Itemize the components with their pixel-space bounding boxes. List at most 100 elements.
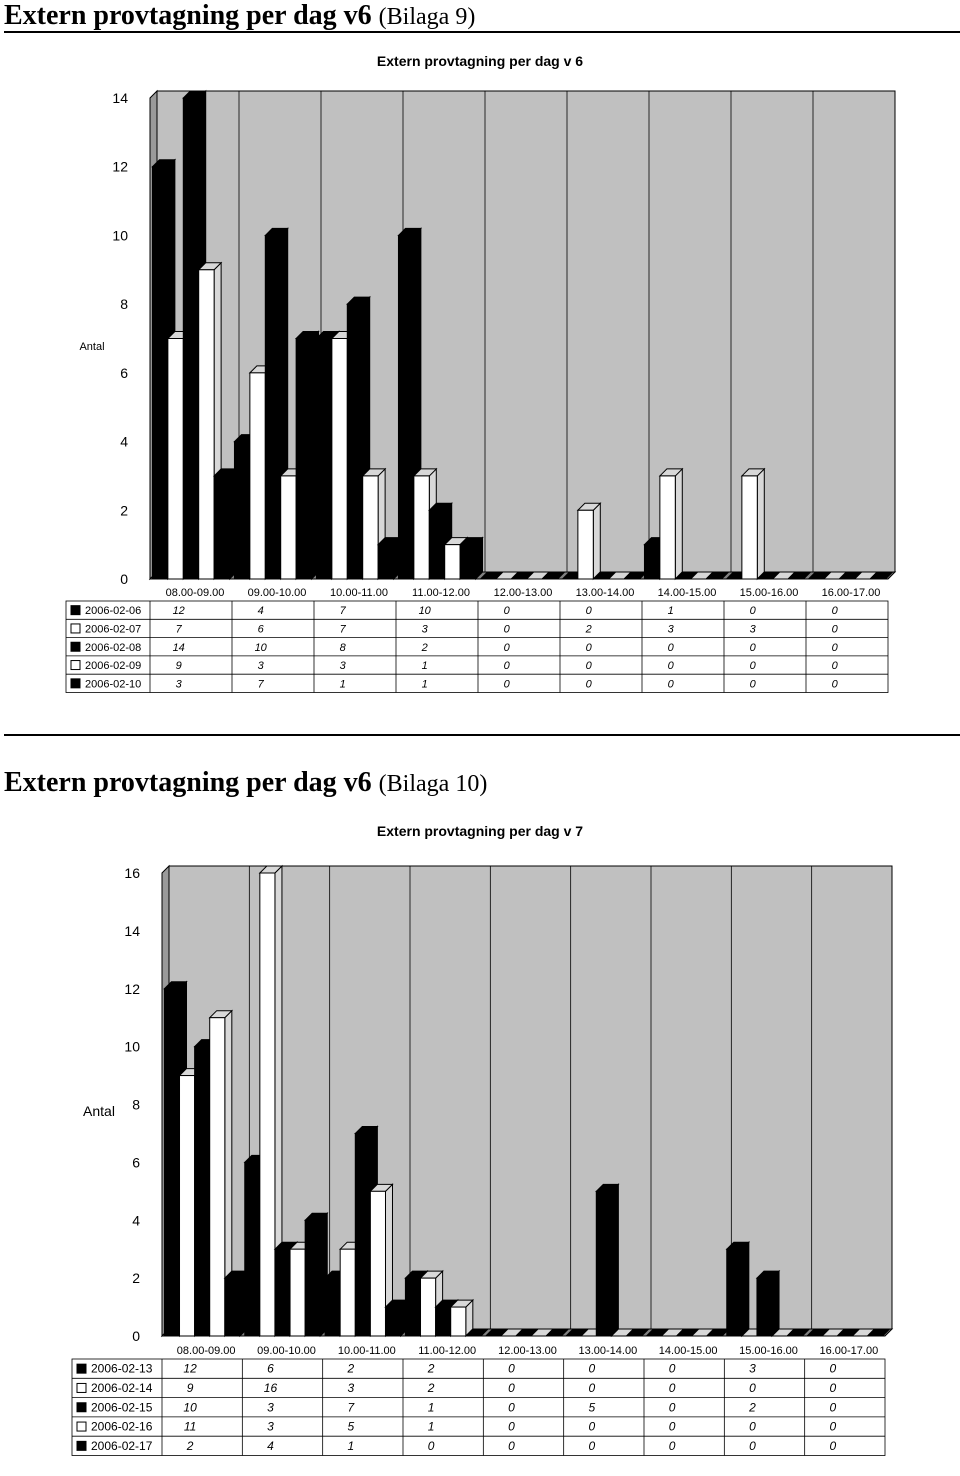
data-label: 1 (422, 660, 428, 672)
bar-2006-02-10-08-00-09-00 (212, 467, 238, 581)
bar-2006-02-07-13-00-14-00 (576, 502, 602, 581)
data-label: 2 (748, 1400, 756, 1414)
data-label: 1 (422, 678, 428, 690)
x-tick-label: 08.00-09.00 (177, 1345, 236, 1357)
y-tick-label: 16 (124, 865, 140, 881)
data-label: 0 (588, 1439, 595, 1453)
data-label: 0 (504, 678, 511, 690)
data-label: 10 (183, 1400, 197, 1414)
y-tick-label: 2 (132, 1270, 140, 1286)
data-label: 1 (347, 1439, 354, 1453)
bar-front (659, 475, 676, 580)
data-label: 0 (829, 1439, 836, 1453)
data-label: 3 (347, 1381, 354, 1395)
bar-2006-02-17-09-00-10-00 (303, 1212, 329, 1338)
chart-title: Extern provtagning per dag v 7 (377, 823, 583, 839)
data-label: 0 (750, 660, 757, 672)
bar-2006-02-17-14-00-15-00 (705, 1328, 731, 1337)
x-tick-label: 12.00-13.00 (498, 1345, 557, 1357)
bar-front (339, 1248, 356, 1337)
bar-top (866, 1328, 891, 1337)
data-label: 3 (340, 660, 347, 672)
bar-front (741, 475, 758, 580)
bar-front (259, 872, 276, 1337)
bar-top (464, 1328, 490, 1337)
bar-2006-02-10-09-00-10-00 (294, 330, 320, 581)
bar-front (213, 475, 231, 580)
y-tick-label: 0 (120, 571, 128, 587)
x-tick-label: 14.00-15.00 (658, 587, 717, 599)
data-label: 0 (669, 1362, 676, 1376)
data-label: 2 (427, 1362, 435, 1376)
data-label: 1 (340, 678, 346, 690)
y-tick-label: 2 (120, 502, 128, 518)
data-label: 0 (832, 660, 839, 672)
bar-front (413, 475, 430, 580)
bar-front (459, 544, 477, 580)
table-row-2006-02-09: 2006-02-09 9 3 3 1 0 0 0 0 0 (70, 660, 839, 672)
data-label: 0 (588, 1420, 595, 1434)
data-label: 0 (749, 1439, 756, 1453)
heading-rule (4, 31, 960, 33)
data-label: 3 (750, 623, 757, 635)
bar-front (331, 338, 348, 580)
bar-front (643, 544, 661, 580)
data-label: 0 (832, 623, 839, 635)
data-label: 0 (504, 660, 511, 672)
data-label: 7 (340, 623, 347, 635)
bar-2006-02-17-13-00-14-00 (625, 1328, 650, 1337)
data-label: 0 (508, 1381, 515, 1395)
legend-swatch (76, 1402, 87, 1413)
data-label: 0 (829, 1400, 836, 1414)
y-tick-label: 14 (124, 923, 140, 939)
data-label: 3 (258, 660, 265, 672)
data-label: 3 (749, 1362, 756, 1376)
bar-2006-02-07-14-00-15-00 (658, 467, 684, 581)
data-label: 0 (829, 1381, 836, 1395)
x-tick-label: 10.00-11.00 (338, 1345, 396, 1357)
legend-swatch (70, 605, 81, 616)
bar-front (167, 338, 184, 580)
x-tick-label: 10.00-11.00 (330, 587, 388, 599)
bar-front (224, 1277, 241, 1337)
x-tick-label: 16.00-17.00 (822, 587, 881, 599)
bar-2006-02-17-10-00-11-00 (384, 1298, 409, 1338)
x-tick-label: 11.00-12.00 (412, 587, 470, 599)
table-row-2006-02-06: 2006-02-06 12 4 7 10 0 0 1 0 0 (70, 605, 839, 617)
bar-front (274, 1248, 291, 1337)
data-label: 3 (267, 1400, 274, 1414)
x-tick-label: 12.00-13.00 (494, 587, 553, 599)
data-label: 7 (347, 1400, 355, 1414)
bar-2006-02-14-09-00-10-00 (258, 864, 284, 1338)
data-label: 0 (508, 1400, 515, 1414)
bar-front (384, 1306, 402, 1337)
data-label: 0 (669, 1439, 676, 1453)
data-label: 5 (588, 1400, 595, 1414)
bar-side (771, 1269, 780, 1338)
data-label: 6 (267, 1362, 274, 1376)
table-row-2006-02-15: 2006-02-15 10 3 7 1 0 5 0 2 0 (76, 1400, 836, 1414)
legend-swatch (76, 1363, 87, 1374)
bar-2006-02-15-15-00-16-00 (755, 1269, 781, 1338)
legend-label: 2006-02-17 (91, 1439, 153, 1453)
table-row-2006-02-17: 2006-02-17 2 4 1 0 0 0 0 0 0 (76, 1439, 836, 1453)
y-tick-label: 12 (124, 981, 140, 997)
bar-2006-02-15-13-00-14-00 (595, 1183, 620, 1338)
bar-2006-02-17-16-00-17-00 (866, 1328, 891, 1337)
y-axis-label: Antal (79, 341, 104, 353)
data-label: 16 (264, 1381, 278, 1395)
data-label: 0 (832, 678, 839, 690)
data-label: 0 (588, 1381, 595, 1395)
bar-front (435, 1306, 452, 1337)
legend-label: 2006-02-06 (85, 605, 141, 617)
data-label: 4 (267, 1439, 274, 1453)
data-label: 0 (668, 678, 675, 690)
data-label: 1 (668, 605, 674, 617)
heading-main: Extern provtagning per dag v6 (4, 0, 372, 31)
data-label: 0 (750, 605, 757, 617)
bar-side (311, 330, 320, 581)
chart-bilaga-10: Extern provtagning per dag v 70246810121… (71, 823, 894, 1456)
bar-top (705, 1328, 731, 1337)
bar-front (450, 1306, 467, 1337)
